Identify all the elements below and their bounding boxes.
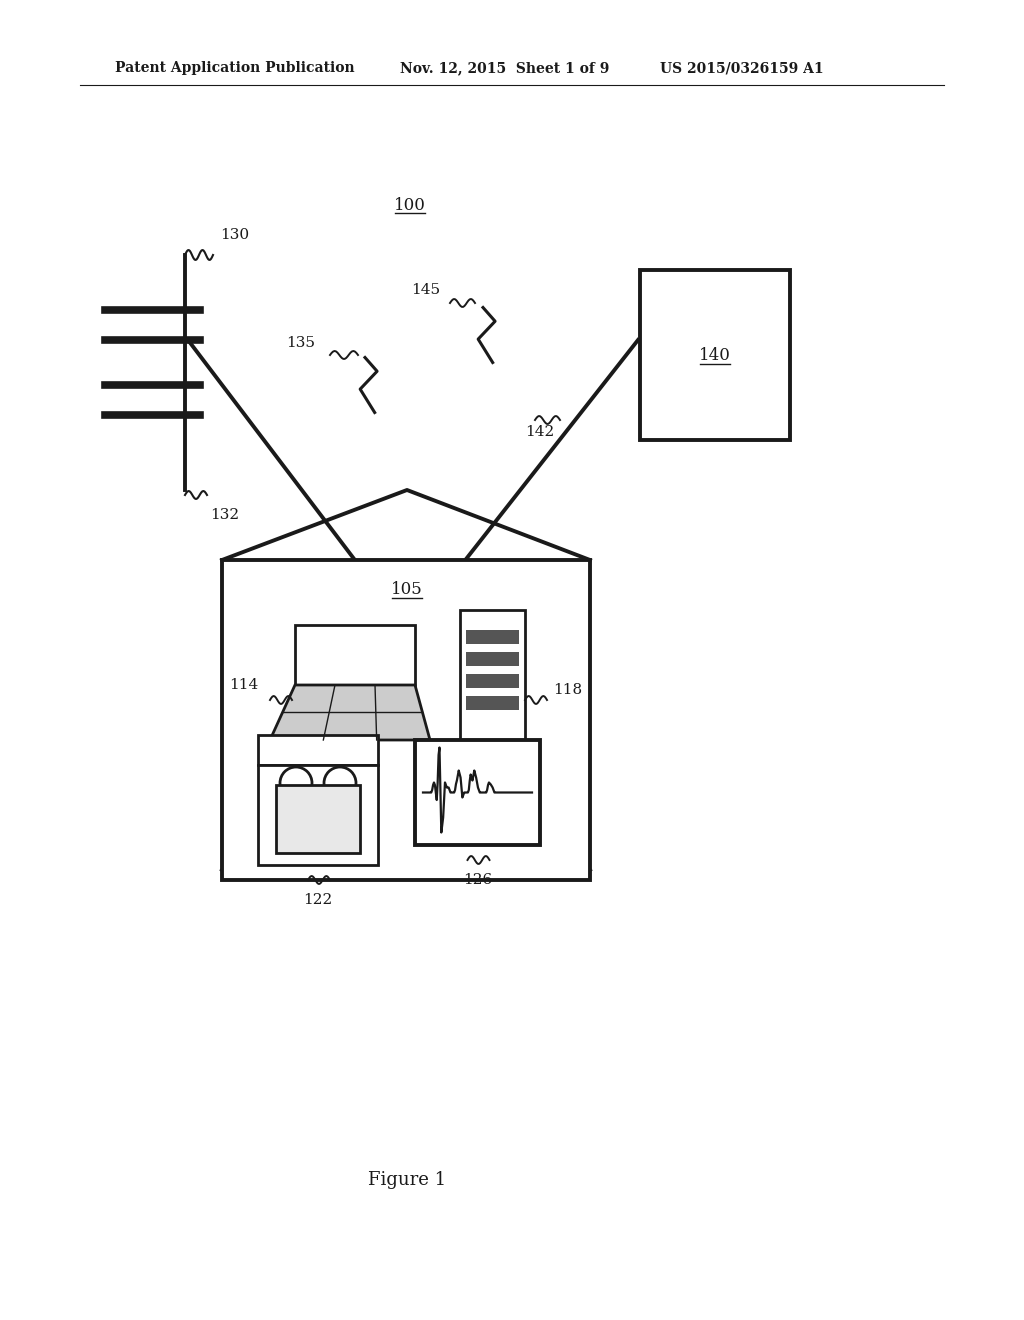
Text: Nov. 12, 2015  Sheet 1 of 9: Nov. 12, 2015 Sheet 1 of 9 <box>400 61 609 75</box>
Text: 122: 122 <box>303 894 333 907</box>
Text: Figure 1: Figure 1 <box>368 1171 446 1189</box>
Bar <box>640 271 790 440</box>
Text: US 2015/0326159 A1: US 2015/0326159 A1 <box>660 61 823 75</box>
Bar <box>466 630 519 644</box>
Bar <box>276 785 360 853</box>
Polygon shape <box>270 685 430 741</box>
Bar <box>460 610 525 780</box>
Text: 114: 114 <box>228 678 258 692</box>
Text: 118: 118 <box>553 682 582 697</box>
Text: 132: 132 <box>210 508 240 521</box>
Bar <box>258 766 378 865</box>
Text: 135: 135 <box>286 337 315 350</box>
Bar <box>466 696 519 710</box>
Bar <box>415 741 540 845</box>
Text: 142: 142 <box>525 425 554 440</box>
Text: 145: 145 <box>411 282 440 297</box>
Bar <box>222 560 590 880</box>
Text: 140: 140 <box>699 346 731 363</box>
Bar <box>258 735 378 766</box>
Bar <box>295 624 415 685</box>
Bar <box>466 652 519 667</box>
Text: Patent Application Publication: Patent Application Publication <box>115 61 354 75</box>
Text: 130: 130 <box>220 228 249 242</box>
Bar <box>466 675 519 688</box>
Text: 100: 100 <box>394 197 426 214</box>
Text: 105: 105 <box>391 582 423 598</box>
Text: 126: 126 <box>463 873 493 887</box>
